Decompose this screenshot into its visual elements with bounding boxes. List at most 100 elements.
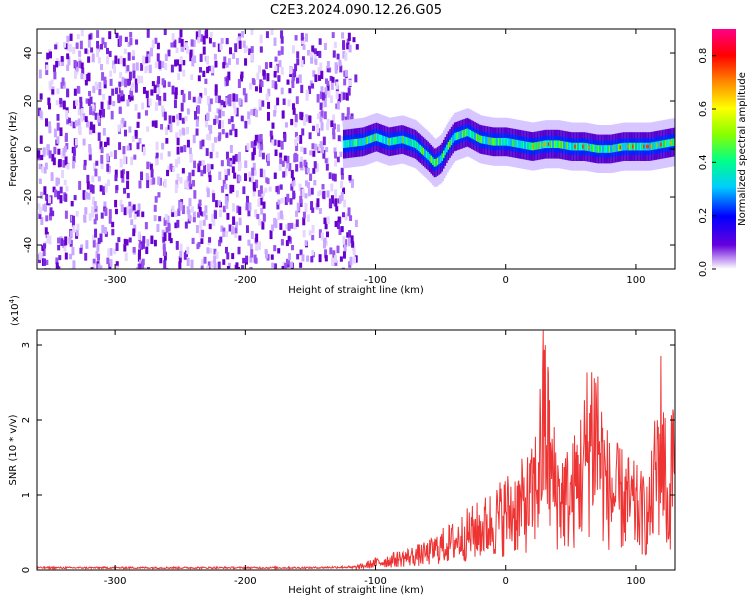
spectrogram-cell xyxy=(278,164,282,172)
spectrogram-cell xyxy=(87,72,91,82)
spectrogram-cell xyxy=(137,252,141,262)
spectrogram-cell xyxy=(170,42,174,48)
spectrogram-cell xyxy=(394,136,398,145)
spectrogram-cell xyxy=(330,120,334,128)
spectrogram-cell xyxy=(74,61,78,68)
spectrogram-cell xyxy=(106,137,110,146)
spectrogram-cell xyxy=(135,267,139,269)
spectrogram-cell xyxy=(229,47,233,55)
spectrogram-cell xyxy=(63,179,67,186)
spectrogram-cell xyxy=(179,201,183,211)
spectrogram-cell xyxy=(179,250,183,258)
spectrogram-cell xyxy=(158,95,162,102)
spectrogram-cell xyxy=(323,92,327,99)
spectrogram-cell xyxy=(301,188,305,198)
spectrogram-cell xyxy=(63,41,67,48)
spectrogram-cell xyxy=(339,136,343,143)
spectrogram-cell xyxy=(150,168,154,178)
spectrogram-cell xyxy=(511,139,515,147)
spectrogram-cell xyxy=(505,137,509,146)
spectrogram-cell xyxy=(318,229,322,239)
spectrogram-cell xyxy=(221,111,225,117)
spectrogram-cell xyxy=(96,49,100,58)
spectrogram-cell xyxy=(193,110,197,120)
spectrogram-cell xyxy=(128,79,132,86)
spectrogram-cell xyxy=(153,239,157,247)
spectrogram-cell xyxy=(483,136,487,144)
spectrogram-cell xyxy=(179,177,183,184)
spectrogram-cell xyxy=(597,145,601,153)
spectrogram-cell xyxy=(227,94,231,104)
snr-multiplier-exponent: 4 xyxy=(8,298,16,303)
spectrogram-cell xyxy=(176,119,180,126)
spectrogram-cell xyxy=(150,235,154,245)
spectrogram-cell xyxy=(93,201,97,209)
spectrogram-cell xyxy=(274,149,278,157)
spectrogram-cell xyxy=(343,244,347,252)
spectrogram-cell xyxy=(97,253,101,261)
spectrogram-cell xyxy=(282,261,286,269)
spectrogram-cell xyxy=(304,240,308,247)
spectrogram-cell xyxy=(149,163,153,171)
spectrogram-cell xyxy=(58,255,62,261)
spectrogram-cell xyxy=(155,141,159,151)
spectrogram-cell xyxy=(250,109,254,116)
spectrogram-cell xyxy=(311,83,315,89)
spectrogram-cell xyxy=(119,199,123,207)
spectrogram-cell xyxy=(425,150,429,159)
spectrogram-cell xyxy=(340,226,344,233)
spectrogram-cell xyxy=(450,137,454,146)
spectrogram-cell xyxy=(340,167,344,176)
spectrogram-cell xyxy=(446,144,449,153)
spectrogram-cell xyxy=(196,97,200,104)
spectrogram-cell xyxy=(497,137,501,146)
spectrogram-cell xyxy=(107,100,111,110)
spectrogram-cell xyxy=(188,91,192,100)
spectrogram-cell xyxy=(563,141,566,150)
spectrogram-cell xyxy=(488,137,491,145)
spectrogram-cell xyxy=(209,248,213,254)
spectrogram-cell xyxy=(104,207,108,216)
spectrogram-cell xyxy=(280,140,284,150)
spectrogram-cell xyxy=(115,32,119,39)
spectrogram-cell xyxy=(264,187,268,193)
spectrogram-cell xyxy=(208,133,212,141)
spectrogram-cell xyxy=(186,184,190,190)
spectrogram-cell xyxy=(305,89,309,97)
spectrogram-cell xyxy=(86,174,90,184)
spectrogram-cell xyxy=(237,151,241,160)
spectrogram-cell xyxy=(191,268,195,269)
spectrogram-cell xyxy=(413,139,416,148)
spectrogram-cell xyxy=(252,109,256,116)
spectrogram-cell xyxy=(338,195,342,204)
spectrogram-cell xyxy=(212,218,216,227)
spectrogram-cell xyxy=(235,57,239,65)
spectrogram-cell xyxy=(309,150,313,156)
spectrogram-cell xyxy=(619,145,623,150)
spectrogram-cell xyxy=(238,235,242,241)
spectrogram-cell xyxy=(75,99,79,106)
spectrogram-cell xyxy=(43,186,47,195)
spectrogram-cell xyxy=(330,183,334,192)
spectrogram-cell xyxy=(90,267,94,269)
spectrogram-cell xyxy=(245,225,249,233)
colorbar-tick-label: 0.6 xyxy=(698,101,709,117)
spectrogram-cell xyxy=(68,43,72,53)
spectrogram-cell xyxy=(571,142,574,151)
spectrogram-cell xyxy=(287,235,291,242)
spectrogram-cell xyxy=(254,134,258,142)
spectrogram-cell xyxy=(100,101,104,110)
spectrogram-cell xyxy=(233,107,237,115)
spectrogram-cell xyxy=(227,58,231,66)
spectrogram-cell xyxy=(171,85,175,95)
spectrogram-cell xyxy=(164,62,168,71)
spectrogram-cell xyxy=(60,238,64,246)
spectrogram-cell xyxy=(213,262,217,269)
spectrogram-cell xyxy=(94,81,98,89)
spectrogram-cell xyxy=(400,135,404,144)
spectrogram-cell xyxy=(179,243,183,252)
spectrogram-cell xyxy=(273,139,277,146)
spectrogram-cell xyxy=(106,55,110,65)
spectrogram-cell xyxy=(594,144,598,153)
spectrogram-cell xyxy=(150,47,154,57)
